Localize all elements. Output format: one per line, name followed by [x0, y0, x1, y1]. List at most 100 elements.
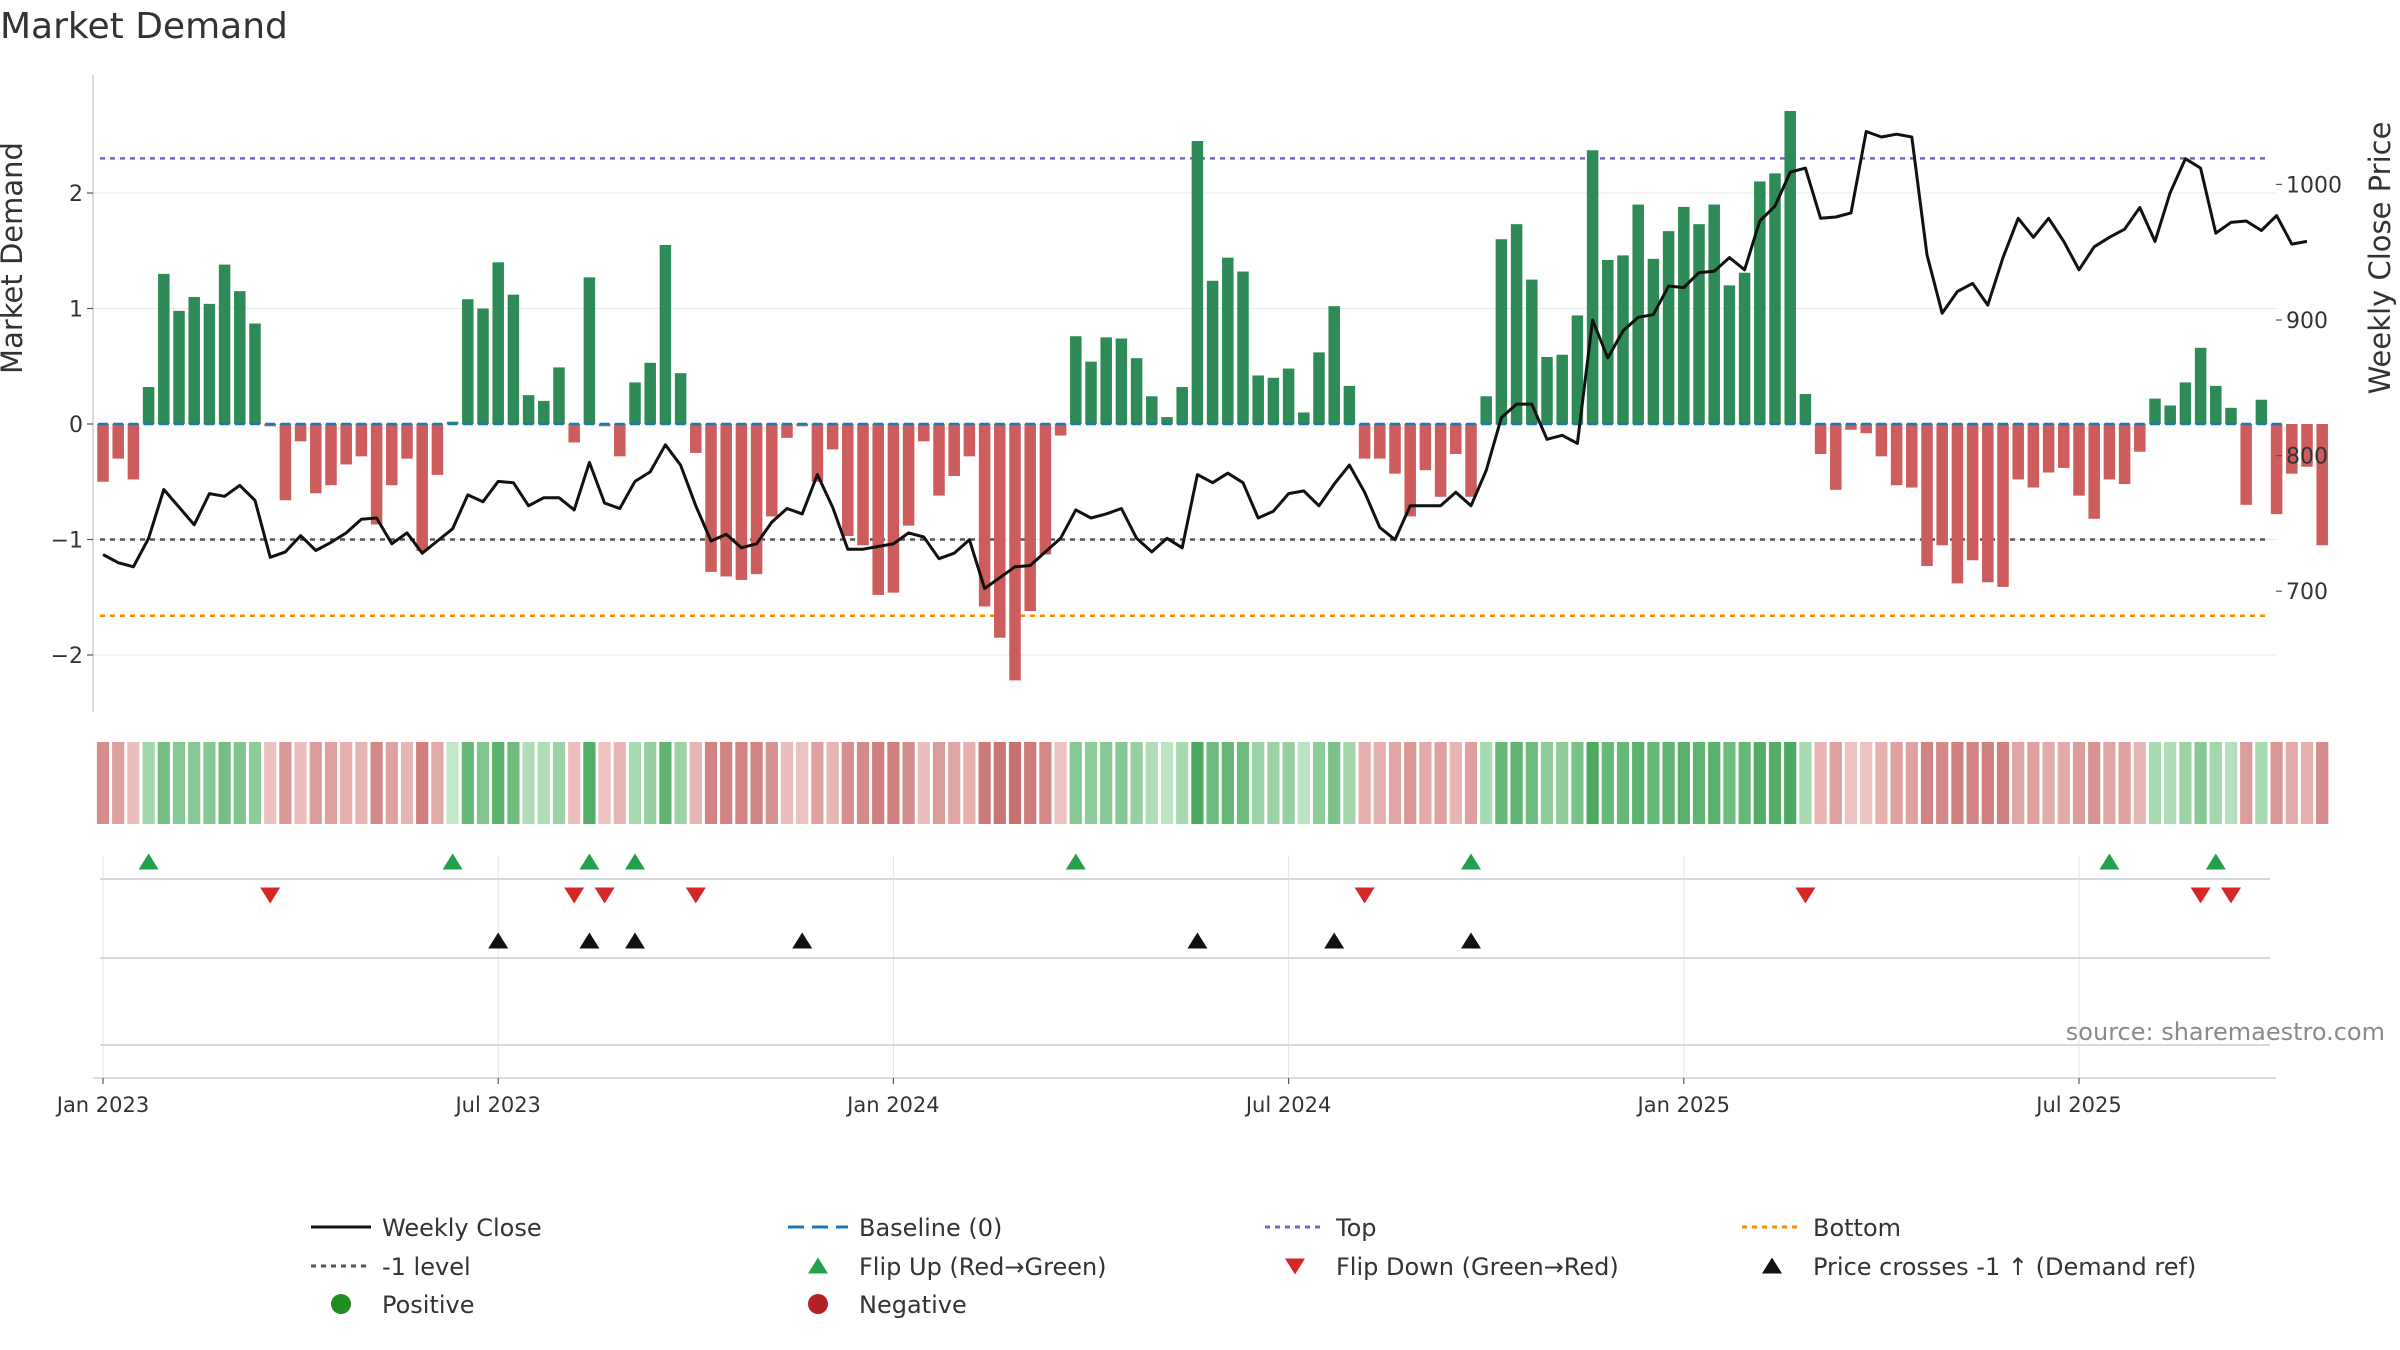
demand-bar-positive: [492, 262, 504, 424]
ribbon-cell-positive: [1738, 742, 1751, 824]
flip-down-marker: [1795, 887, 1816, 904]
ribbon-cell-positive: [492, 742, 505, 824]
flip-down-marker: [564, 887, 585, 904]
demand-bar-positive: [173, 310, 185, 424]
demand-bar-positive: [1206, 280, 1219, 424]
demand-bar-positive: [249, 323, 261, 424]
ribbon-cell-positive: [552, 742, 566, 824]
legend-label: Flip Down (Green→Red): [1336, 1253, 1619, 1281]
demand-bar-positive: [1784, 110, 1796, 425]
ribbon-cell-positive: [1540, 742, 1554, 824]
demand-bar-positive: [507, 294, 520, 424]
demand-bar-negative: [1830, 424, 1842, 490]
ribbon-cell-negative: [416, 742, 429, 824]
demand-bar-negative: [1450, 424, 1462, 455]
demand-bar-positive: [1526, 279, 1538, 424]
demand-bar-negative: [1982, 424, 1994, 583]
demand-bar-positive: [1738, 272, 1751, 424]
ribbon-cell-positive: [1723, 742, 1736, 824]
ribbon-cell-negative: [96, 742, 110, 824]
ribbon-cell-negative: [689, 742, 702, 824]
demand-bar-negative: [842, 424, 854, 537]
ribbon-cell-negative: [1875, 742, 1888, 824]
demand-bar-negative: [1465, 424, 1477, 497]
price-cross-marker: [1461, 932, 1481, 949]
y-tick-label: −1: [51, 529, 83, 554]
legend-label: Positive: [382, 1291, 475, 1319]
y-tick-label: 0: [69, 413, 83, 438]
demand-bar-positive: [1085, 361, 1097, 424]
ribbon-cell-positive: [674, 742, 687, 824]
legend-swatch-triangle-up: [808, 1257, 828, 1274]
demand-bar-positive: [203, 303, 216, 424]
ribbon-cell-positive: [1160, 742, 1174, 824]
ribbon-cell-positive: [1556, 742, 1569, 824]
demand-bar-positive: [1586, 150, 1599, 424]
ribbon-cell-positive: [172, 742, 186, 824]
flip-down-marker: [1354, 887, 1375, 904]
ribbon-cell-negative: [1373, 742, 1386, 824]
ribbon-cell-negative: [1844, 742, 1858, 824]
demand-bar-positive: [1723, 285, 1736, 424]
demand-bar-positive: [1571, 315, 1584, 424]
ribbon-cell-positive: [157, 742, 170, 824]
ribbon-cell-positive: [1191, 742, 1204, 824]
demand-bar-negative: [112, 424, 124, 459]
ribbon-cell-positive: [1297, 742, 1310, 824]
demand-bar-negative: [2027, 424, 2040, 488]
ribbon-cell-negative: [1966, 742, 1979, 824]
legend-label: Negative: [859, 1291, 967, 1319]
ribbon-cell-positive: [1069, 742, 1082, 824]
ribbon-cell-positive: [1708, 742, 1721, 824]
legend-swatch-triangle-up: [1762, 1257, 1782, 1274]
demand-bar-negative: [1419, 424, 1432, 471]
price-cross-marker: [579, 932, 600, 949]
ribbon-cell-positive: [233, 742, 246, 824]
demand-bar-positive: [1708, 204, 1720, 424]
demand-bar-positive: [1754, 181, 1766, 424]
demand-bar-negative: [933, 424, 945, 496]
demand-bar-negative: [994, 424, 1006, 638]
legend-label: Flip Up (Red→Green): [859, 1253, 1107, 1281]
ribbon-cell-negative: [826, 742, 839, 824]
ribbon-cell-positive: [1495, 742, 1508, 824]
ribbon-cell-negative: [978, 742, 991, 824]
ribbon-cell-positive: [1480, 742, 1493, 824]
ribbon-cell-negative: [370, 742, 383, 824]
ribbon-cell-negative: [1920, 742, 1934, 824]
demand-bar-positive: [234, 291, 246, 424]
price-cross-marker: [792, 932, 813, 949]
demand-bar-positive: [1267, 377, 1280, 424]
demand-bar-positive: [2149, 398, 2161, 424]
ribbon-cell-positive: [2255, 742, 2268, 824]
ribbon-cell-negative: [1814, 742, 1827, 824]
ribbon-cell-negative: [963, 742, 976, 824]
flip-up-marker: [1461, 853, 1481, 870]
ribbon-cell-positive: [1616, 742, 1630, 824]
ribbon-cell-negative: [279, 742, 292, 824]
demand-bar-positive: [1282, 368, 1295, 424]
source-credit: source: sharemaestro.com: [2066, 1018, 2385, 1046]
demand-bar-negative: [1358, 424, 1371, 459]
ribbon-cell-positive: [1662, 742, 1675, 824]
demand-bar-positive: [1510, 224, 1523, 424]
ribbon-cell-positive: [2179, 742, 2192, 824]
demand-bar-positive: [1161, 417, 1173, 424]
legend-label: Bottom: [1813, 1214, 1901, 1242]
ribbon-cell-positive: [1115, 742, 1128, 824]
demand-bar-positive: [1769, 173, 1781, 424]
demand-bar-positive: [674, 373, 687, 424]
legend-label: Weekly Close: [382, 1214, 542, 1242]
x-tick-label: Jan 2023: [55, 1093, 150, 1117]
demand-bar-positive: [1556, 354, 1568, 424]
flip-up-marker: [442, 853, 463, 870]
x-tick-label: Jul 2024: [1244, 1093, 1331, 1117]
ribbon-cell-positive: [2164, 742, 2177, 824]
flip-down-marker: [2190, 887, 2211, 904]
price-cross-marker: [1324, 932, 1345, 949]
ribbon-cell-negative: [780, 742, 794, 824]
ribbon-cell-negative: [948, 742, 961, 824]
ribbon-cell-negative: [1024, 742, 1037, 824]
x-tick-label: Jul 2025: [2034, 1093, 2121, 1117]
demand-bar-negative: [401, 424, 413, 459]
